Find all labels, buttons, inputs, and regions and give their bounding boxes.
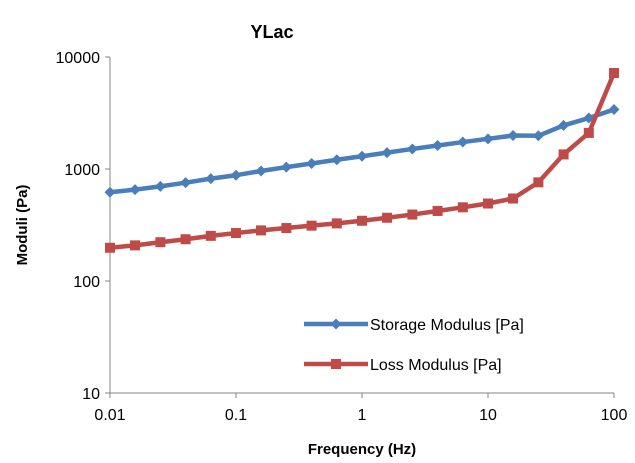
loss-modulus-point	[331, 218, 342, 229]
storage-modulus-point	[331, 154, 343, 166]
legend-marker	[330, 318, 342, 330]
x-tick-label: 0.01	[94, 407, 125, 424]
storage-modulus-point	[406, 143, 418, 155]
loss-modulus-point	[382, 212, 393, 223]
storage-modulus-point	[255, 165, 267, 177]
legend: Storage Modulus [Pa] Loss Modulus [Pa]	[304, 317, 524, 374]
storage-modulus-point	[558, 119, 570, 131]
y-tick-label: 10000	[56, 50, 101, 67]
loss-modulus-point	[583, 127, 594, 138]
legend-marker	[331, 359, 341, 369]
loss-modulus-point	[533, 177, 544, 188]
loss-modulus-point	[281, 223, 292, 234]
legend-item-loss-modulus: Loss Modulus [Pa]	[304, 357, 502, 374]
loss-modulus-point	[457, 202, 468, 213]
y-tick-label: 10	[82, 386, 100, 403]
loss-modulus-point	[205, 230, 216, 241]
x-tick-label: 10	[479, 407, 497, 424]
loss-modulus-point	[432, 205, 443, 216]
storage-modulus-point	[457, 136, 469, 148]
storage-modulus-point	[532, 130, 544, 142]
loss-modulus-point	[231, 228, 241, 239]
loss-modulus-point	[105, 242, 115, 253]
loss-modulus-point	[256, 225, 267, 236]
storage-modulus-point	[180, 177, 192, 189]
series-loss-modulus	[105, 67, 619, 253]
loss-modulus-point	[407, 209, 418, 220]
legend-label: Loss Modulus [Pa]	[370, 357, 502, 374]
storage-modulus-point	[356, 150, 368, 162]
storage-modulus-point	[507, 130, 519, 142]
storage-modulus-point	[608, 103, 620, 115]
loss-modulus-point	[483, 198, 493, 209]
series-storage-modulus	[104, 103, 620, 198]
loss-modulus-point	[155, 237, 166, 248]
x-tick-label: 1	[358, 407, 367, 424]
loss-modulus-point	[609, 67, 619, 78]
loss-modulus-point	[306, 220, 317, 231]
storage-modulus-point	[104, 186, 116, 198]
storage-modulus-point	[432, 140, 444, 152]
legend-item-storage-modulus: Storage Modulus [Pa]	[304, 317, 524, 334]
axis-ticks: 10 100 1000 10000 0.01 0.1 1 10 100	[56, 50, 628, 424]
x-tick-label: 100	[601, 407, 628, 424]
storage-modulus-point	[129, 184, 141, 196]
y-tick-label: 1000	[64, 162, 100, 179]
storage-modulus-point	[381, 147, 393, 159]
loss-modulus-point	[508, 193, 519, 204]
storage-modulus-point	[306, 157, 318, 169]
legend-label: Storage Modulus [Pa]	[370, 317, 524, 334]
loss-modulus-point	[558, 149, 569, 160]
storage-modulus-point	[205, 173, 217, 185]
loss-modulus-point	[180, 234, 191, 245]
y-axis-title: Moduli (Pa)	[14, 185, 31, 266]
y-tick-label: 100	[73, 274, 100, 291]
storage-modulus-point	[280, 161, 292, 173]
loss-modulus-point	[130, 240, 141, 251]
series-layer	[104, 67, 620, 253]
x-axis-title: Frequency (Hz)	[308, 441, 416, 458]
storage-modulus-point	[230, 169, 242, 181]
storage-modulus-point	[154, 180, 166, 192]
x-tick-label: 0.1	[225, 407, 247, 424]
loss-modulus-point	[357, 215, 367, 226]
storage-modulus-point	[482, 133, 494, 145]
chart-title: YLac	[250, 22, 293, 42]
